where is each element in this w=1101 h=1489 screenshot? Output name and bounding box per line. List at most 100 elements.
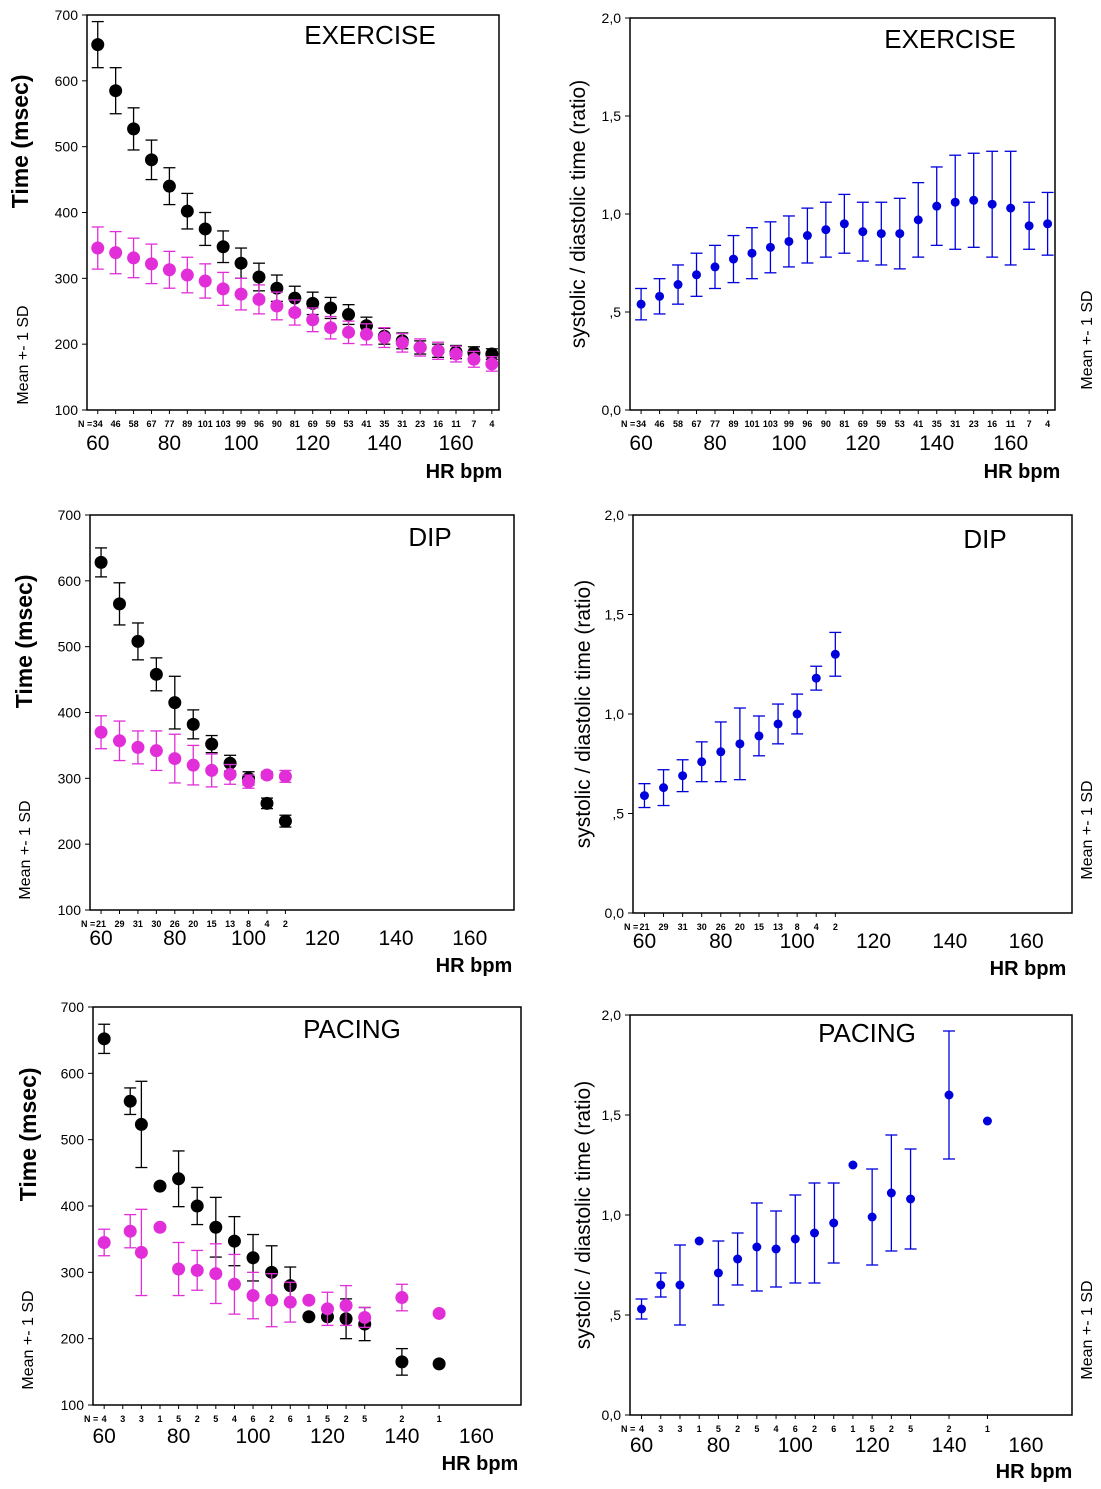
- data-point: [895, 229, 905, 239]
- n-counts: N = 34 46 58 67 77 89 101 103 99 96 90 81 69 59 53 41 35 3…: [621, 419, 1050, 429]
- x-tick-label: 120: [845, 432, 880, 455]
- data-point: [144, 257, 158, 271]
- x-tick-label: 160: [438, 432, 473, 455]
- x-tick-label: 120: [856, 930, 891, 953]
- x-tick-label: 100: [778, 1434, 813, 1457]
- n-label: 96: [802, 419, 812, 429]
- data-point: [1006, 203, 1016, 213]
- n-label: 46: [111, 419, 121, 429]
- n-label: 16: [987, 419, 997, 429]
- data-point: [886, 1188, 896, 1198]
- n-label: 26: [170, 919, 180, 929]
- data-point: [830, 649, 840, 659]
- x-tick-label: 120: [295, 432, 330, 455]
- data-point: [246, 1289, 260, 1303]
- n-label: 13: [773, 922, 783, 932]
- y-tick-label: 700: [55, 7, 79, 23]
- x-axis-label: HR bpm: [426, 461, 503, 483]
- n-label: 46: [655, 419, 665, 429]
- x-axis-label: HR bpm: [436, 955, 513, 977]
- n-label: 31: [678, 922, 688, 932]
- n-label: 41: [361, 419, 371, 429]
- y-tick-label: 300: [58, 770, 82, 786]
- side-label: Mean +- 1 SD: [15, 305, 32, 404]
- n-label: 15: [207, 919, 217, 929]
- data-point: [449, 347, 463, 361]
- data-point: [288, 306, 302, 320]
- data-point: [728, 254, 738, 264]
- data-point: [710, 262, 720, 272]
- data-point: [982, 1116, 992, 1126]
- n-label: 59: [876, 419, 886, 429]
- y-axis-label: Time (msec): [7, 74, 33, 208]
- y-axis-label: Time (msec): [15, 1067, 41, 1201]
- y-tick-label: 500: [61, 1132, 85, 1148]
- x-tick-label: 80: [707, 1434, 730, 1457]
- n-label: 8: [795, 922, 800, 932]
- data-point: [320, 1302, 334, 1316]
- x-tick-label: 60: [86, 432, 109, 455]
- n-label: 3: [139, 1414, 144, 1424]
- n-counts: N = 34 46 58 67 77 89 101 103 99 96 90 81 69 59 53 41 35 3…: [78, 419, 494, 429]
- n-label: 30: [697, 922, 707, 932]
- y-tick-label: 300: [55, 270, 79, 286]
- n-label: 41: [913, 419, 923, 429]
- n-label: 31: [397, 419, 407, 429]
- n-label: 11: [451, 419, 461, 429]
- x-tick-label: 120: [310, 1425, 345, 1448]
- data-point: [950, 197, 960, 207]
- data-point: [1043, 219, 1053, 229]
- n-label: 5: [754, 1424, 759, 1434]
- n-label: 2: [947, 1424, 952, 1434]
- data-point: [969, 195, 979, 205]
- data-point: [109, 246, 123, 260]
- x-tick-label: 80: [163, 927, 186, 950]
- n-label: 7: [1027, 419, 1032, 429]
- n-label: 5: [716, 1424, 721, 1434]
- x-tick-label: 160: [993, 432, 1028, 455]
- data-point: [802, 231, 812, 241]
- data-point: [94, 725, 108, 739]
- x-tick-label: 120: [305, 927, 340, 950]
- y-tick-label: 2,0: [605, 507, 625, 523]
- n-label: 2: [889, 1424, 894, 1434]
- data-point: [94, 555, 108, 569]
- n-label: 59: [326, 419, 336, 429]
- data-point: [278, 814, 292, 828]
- n-label: 16: [433, 419, 443, 429]
- side-label: Mean +- 1 SD: [1079, 1280, 1096, 1379]
- data-point: [144, 153, 158, 167]
- series-2: [91, 226, 499, 372]
- data-point: [342, 325, 356, 339]
- y-axis-label: systolic / diastolic time (ratio): [572, 580, 595, 848]
- data-point: [848, 1160, 858, 1170]
- data-point: [867, 1212, 877, 1222]
- n-label: 4: [639, 1424, 644, 1434]
- data-point: [162, 263, 176, 277]
- n-label: 1: [985, 1424, 990, 1434]
- n-prefix: N =: [81, 919, 95, 929]
- n-label: 29: [659, 922, 669, 932]
- data-point: [109, 84, 123, 98]
- n-label: 6: [288, 1414, 293, 1424]
- data-point: [675, 1280, 685, 1290]
- data-point: [134, 1117, 148, 1131]
- n-label: 4: [102, 1414, 107, 1424]
- n-label: 77: [164, 419, 174, 429]
- data-point: [209, 1220, 223, 1234]
- n-label: 53: [895, 419, 905, 429]
- y-tick-label: ,5: [609, 1307, 621, 1323]
- n-label: 1: [697, 1424, 702, 1434]
- data-point: [91, 241, 105, 255]
- data-point: [467, 352, 481, 366]
- n-label: 58: [673, 419, 683, 429]
- data-point: [91, 38, 105, 52]
- n-label: 13: [225, 919, 235, 929]
- n-prefix: N =: [621, 419, 635, 429]
- n-label: 35: [379, 419, 389, 429]
- n-label: 4: [774, 1424, 779, 1434]
- plot-frame: [629, 17, 1056, 411]
- data-point: [112, 734, 126, 748]
- data-point: [234, 287, 248, 301]
